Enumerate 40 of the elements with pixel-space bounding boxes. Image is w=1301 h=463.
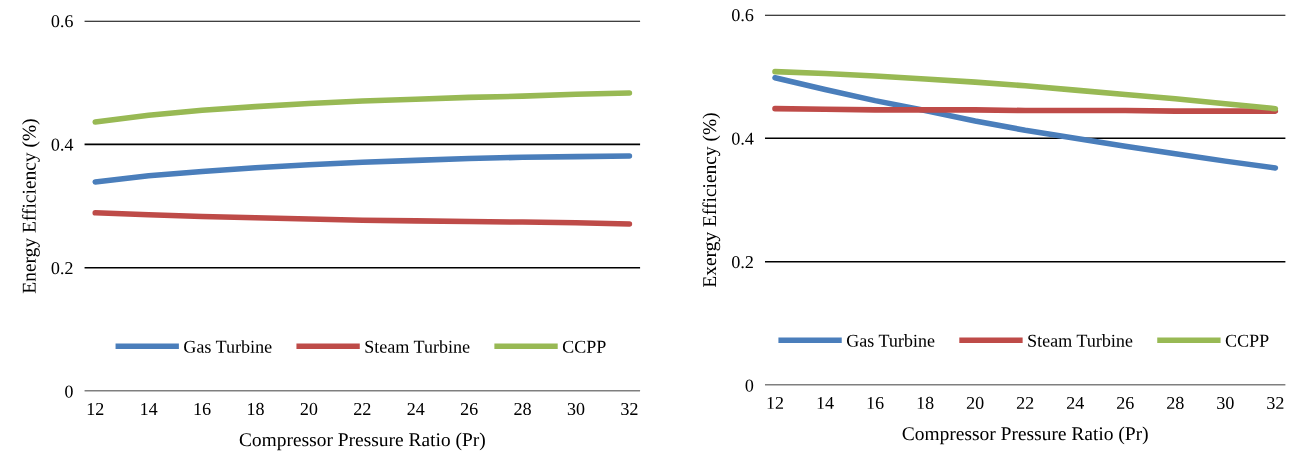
legend-label: CCPP	[1225, 334, 1269, 347]
y-axis-title: Energy Efficiency (%)	[21, 119, 40, 294]
x-tick-label: 30	[567, 402, 585, 416]
y-tick-label: 0.6	[732, 9, 754, 22]
x-tick-label: 22	[1016, 396, 1034, 409]
y-tick-label: 0.4	[51, 138, 74, 151]
x-tick-label: 12	[767, 396, 784, 409]
y-axis-title: Exergy Efficiency (%)	[702, 113, 721, 288]
x-tick-label: 24	[407, 402, 425, 415]
x-axis-title: Compressor Pressure Ratio (Pr)	[239, 432, 485, 451]
x-tick-label: 26	[1117, 396, 1134, 410]
x-tick-label: 14	[817, 396, 834, 409]
legend-label: Gas Turbine	[184, 340, 272, 353]
legend-label: Steam Turbine	[365, 340, 470, 353]
x-tick-label: 24	[1066, 396, 1084, 409]
x-tick-label: 26	[460, 402, 478, 416]
y-tick-label: 0.4	[732, 132, 754, 145]
y-tick-label: 0	[65, 385, 73, 398]
x-tick-label: 32	[1267, 396, 1284, 410]
y-tick-label: 0.2	[732, 256, 753, 269]
x-tick-label: 16	[194, 402, 211, 416]
x-tick-label: 20	[300, 402, 318, 416]
x-tick-label: 14	[141, 402, 158, 415]
y-tick-label: 0	[745, 379, 754, 392]
x-tick-label: 32	[621, 402, 638, 416]
y-tick-label: 0.2	[51, 262, 73, 275]
x-tick-label: 22	[354, 402, 371, 415]
y-tick-label: 0.6	[51, 15, 73, 28]
x-tick-label: 16	[867, 396, 884, 410]
x-tick-label: 28	[514, 402, 531, 416]
x-tick-label: 20	[966, 396, 984, 410]
x-tick-label: 18	[248, 402, 264, 416]
x-axis-title: Compressor Pressure Ratio (Pr)	[902, 426, 1148, 445]
x-tick-label: 18	[917, 396, 934, 410]
legend-label: CCPP	[562, 340, 606, 353]
legend-label: Gas Turbine	[846, 334, 935, 347]
legend-label: Steam Turbine	[1028, 334, 1133, 347]
x-tick-label: 28	[1167, 396, 1184, 410]
x-tick-label: 30	[1217, 396, 1234, 410]
x-tick-label: 12	[87, 402, 104, 415]
